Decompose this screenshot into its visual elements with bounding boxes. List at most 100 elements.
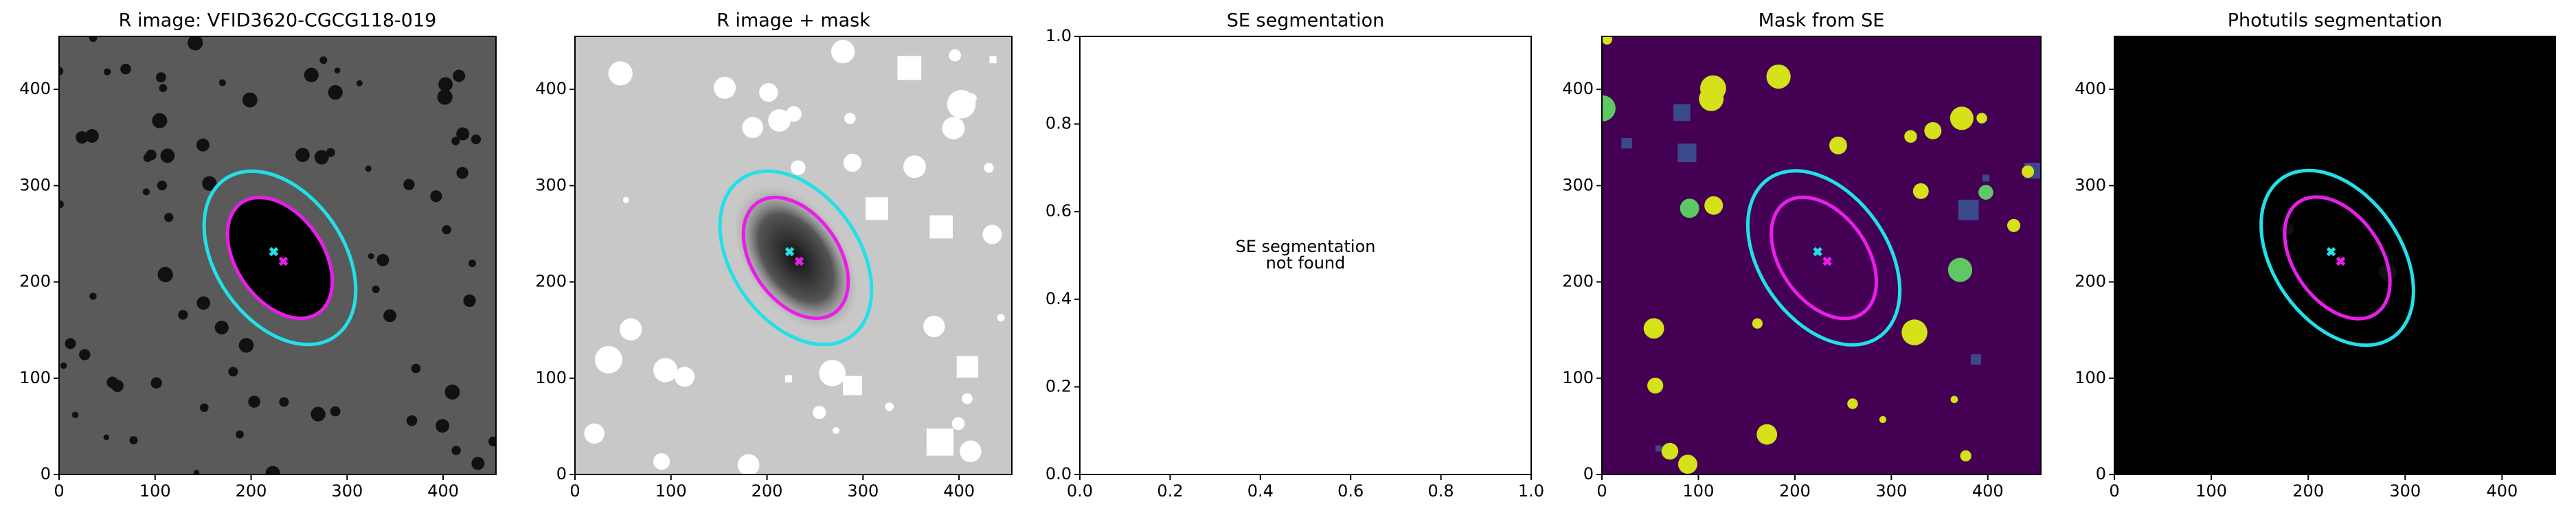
star [328,84,343,100]
outer-ellipse [2259,168,2415,347]
star [120,63,131,75]
segment [1829,136,1847,154]
star [310,407,326,422]
mask-blob [997,314,1005,322]
star [242,92,258,108]
segment [1912,183,1929,199]
star [334,67,341,74]
star [218,79,226,87]
outer-ellipse [202,169,358,347]
y-tick-label: 0.4 [1046,289,1072,308]
segment [2022,165,2035,178]
mask-blob [742,117,763,138]
axes-frame [1079,36,1532,475]
mask-blob [594,345,622,374]
star [79,349,91,360]
segment [1924,122,1942,139]
star [319,56,328,65]
star [60,362,67,369]
mask-blob [843,153,862,172]
mask-blob [903,155,926,179]
mask-blob [813,406,826,420]
star [160,148,175,163]
star [59,200,64,209]
panel [2114,36,2555,474]
mask-box [784,375,793,382]
y-tick-label: 1.0 [1046,26,1072,45]
mask-blob [713,76,736,99]
mask-blob [768,108,791,132]
mask-blob [653,453,670,470]
star [463,294,476,308]
segment [1950,396,1958,404]
segment [1699,75,1726,102]
inner-ellipse [741,196,850,320]
mask-box [843,376,862,396]
star [89,36,98,43]
y-tick-label: 0 [556,464,567,483]
x-tick-label: 200 [1779,481,1811,501]
segment [1680,198,1699,218]
mask-blob [960,440,982,463]
star [430,190,442,203]
star [365,165,372,172]
star [155,72,166,83]
segment [1904,130,1917,143]
y-tick-label: 0 [2096,464,2106,483]
mask-blob [951,417,965,431]
star [202,176,217,191]
mask-blob [949,49,962,62]
panel [59,36,496,474]
panel [575,36,1012,474]
star [104,68,111,76]
segment-box [1982,174,1989,182]
mask-box [989,56,997,64]
x-tick-label: 400 [427,481,459,501]
star [471,457,485,470]
image-background [2114,36,2555,474]
star [411,363,421,374]
segment [1704,196,1724,215]
outer-ellipse [718,169,874,347]
segment [1879,415,1887,424]
star [76,131,89,144]
galaxy [733,185,859,331]
segment-box [1958,199,1979,220]
star [196,138,210,152]
y-tick-label: 0 [41,464,51,483]
y-tick-label: 0.2 [1046,376,1072,396]
star [103,434,110,441]
center-marker [794,256,804,266]
star [129,436,138,445]
star [150,377,162,389]
x-tick-label: 0 [1596,481,1607,501]
mask-box [956,356,979,378]
panel-title: R image + mask [716,10,870,32]
y-tick-label: 100 [19,368,51,387]
mask-box [897,56,922,80]
y-tick-label: 300 [19,175,51,194]
outer-ellipse [1745,169,1902,347]
star [451,446,461,455]
star [178,310,188,320]
x-tick-label: 300 [331,481,363,501]
star [152,113,168,128]
segment [1647,377,1664,394]
star [200,403,209,412]
mask-blob [620,318,642,341]
inner-ellipse [225,196,335,320]
mask-blob [966,93,977,104]
mask-blob [923,315,945,338]
segment [1901,319,1928,345]
star [248,396,260,408]
inner-ellipse [1770,195,1879,321]
star [214,320,229,335]
star [65,338,76,350]
mask-blob [833,427,839,434]
x-tick-label: 100 [1683,481,1715,501]
star [157,266,173,282]
star [372,285,380,293]
x-tick-label: 0.4 [1247,481,1274,501]
star [265,466,280,474]
y-tick-label: 300 [1562,175,1594,194]
